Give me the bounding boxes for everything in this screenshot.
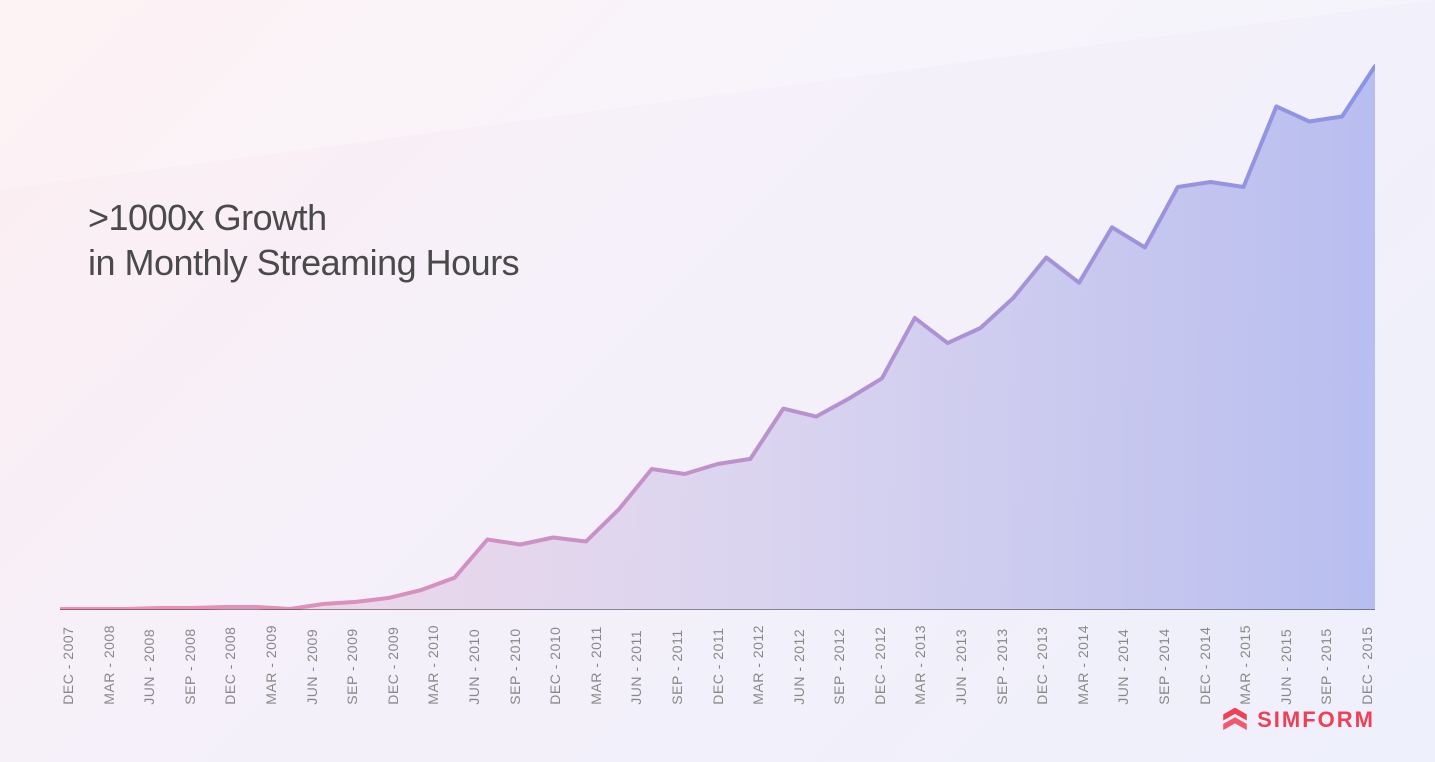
- x-axis-tick-label: JUN - 2014: [1115, 625, 1131, 705]
- x-axis-tick-label: DEC - 2012: [872, 625, 888, 705]
- x-axis-tick-label: DEC - 2015: [1359, 625, 1375, 705]
- x-axis-tick-label: MAR - 2015: [1237, 625, 1253, 705]
- x-axis-tick-label: MAR - 2012: [750, 625, 766, 705]
- simform-logo-icon: [1221, 706, 1249, 734]
- x-axis-tick-label: JUN - 2015: [1278, 625, 1294, 705]
- simform-logo-text: SIMFORM: [1257, 707, 1375, 733]
- x-axis-tick-label: JUN - 2008: [141, 625, 157, 705]
- streaming-hours-area-chart: [60, 40, 1375, 610]
- x-axis-tick-label: SEP - 2012: [831, 625, 847, 705]
- x-axis-tick-label: DEC - 2009: [385, 625, 401, 705]
- x-axis-tick-label: SEP - 2013: [994, 625, 1010, 705]
- x-axis-tick-label: MAR - 2014: [1075, 625, 1091, 705]
- infographic-canvas: >1000x Growthin Monthly Streaming Hours …: [0, 0, 1435, 762]
- x-axis-tick-label: SEP - 2011: [669, 625, 685, 705]
- x-axis-tick-label: JUN - 2011: [628, 625, 644, 705]
- x-axis-tick-label: MAR - 2013: [912, 625, 928, 705]
- x-axis-tick-label: SEP - 2009: [344, 625, 360, 705]
- area-fill: [60, 66, 1375, 610]
- x-axis-labels: DEC - 2007 MAR - 2008 JUN - 2008 SEP - 2008…: [60, 625, 1375, 705]
- x-axis-tick-label: DEC - 2007: [60, 625, 76, 705]
- x-axis-tick-label: DEC - 2008: [222, 625, 238, 705]
- x-axis-tick-label: MAR - 2010: [425, 625, 441, 705]
- x-axis-tick-label: SEP - 2015: [1318, 625, 1334, 705]
- x-axis-tick-label: SEP - 2014: [1156, 625, 1172, 705]
- x-axis-tick-label: JUN - 2012: [791, 625, 807, 705]
- x-axis-tick-label: JUN - 2013: [953, 625, 969, 705]
- x-axis-tick-label: DEC - 2010: [547, 625, 563, 705]
- x-axis-tick-label: JUN - 2010: [466, 625, 482, 705]
- x-axis-tick-label: DEC - 2014: [1197, 625, 1213, 705]
- x-axis-tick-label: DEC - 2011: [710, 625, 726, 705]
- x-axis-tick-label: DEC - 2013: [1034, 625, 1050, 705]
- x-axis-tick-label: MAR - 2008: [101, 625, 117, 705]
- x-axis-tick-label: MAR - 2011: [588, 625, 604, 705]
- area-chart-svg: [60, 40, 1375, 610]
- x-axis-tick-label: SEP - 2010: [507, 625, 523, 705]
- x-axis-tick-label: MAR - 2009: [263, 625, 279, 705]
- simform-logo: SIMFORM: [1221, 706, 1375, 734]
- x-axis-tick-label: SEP - 2008: [182, 625, 198, 705]
- x-axis-tick-label: JUN - 2009: [304, 625, 320, 705]
